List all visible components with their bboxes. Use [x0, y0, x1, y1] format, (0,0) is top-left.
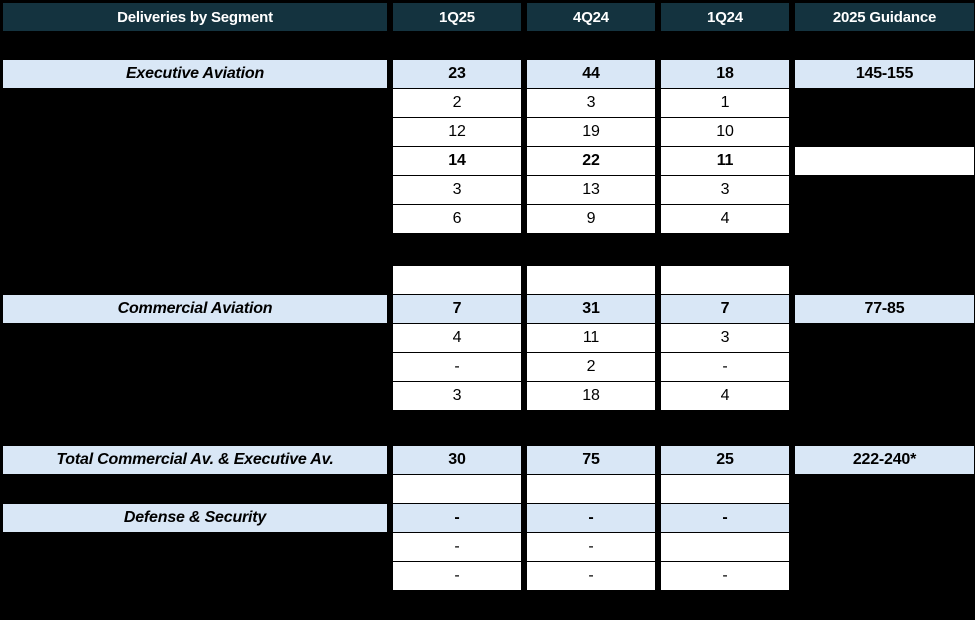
value-4q24: -	[527, 562, 655, 590]
value-1q25: -	[393, 562, 521, 590]
header-col-1q25: 1Q25	[393, 3, 521, 31]
value-1q25: 3	[393, 176, 521, 204]
value-1q24: -	[661, 353, 789, 381]
value-4q24: 9	[527, 205, 655, 233]
detail-row: 3 13 3	[3, 176, 975, 204]
segment-row-commercial-aviation: Commercial Aviation 7 31 7 77-85	[3, 295, 975, 323]
value-1q25: 7	[393, 295, 521, 323]
detail-row: - -	[3, 533, 975, 561]
value-1q25: 2	[393, 89, 521, 117]
empty-value-cell	[661, 533, 789, 561]
value-1q25: 4	[393, 324, 521, 352]
redacted-label-space	[3, 89, 393, 117]
redacted-label-space	[3, 324, 393, 352]
header-segment-label: Deliveries by Segment	[3, 3, 387, 31]
detail-row: - - -	[3, 562, 975, 590]
value-1q24: 1	[661, 89, 789, 117]
value-4q24: 3	[527, 89, 655, 117]
value-4q24: -	[527, 533, 655, 561]
value-4q24: 2	[527, 353, 655, 381]
empty-detail-row	[3, 266, 975, 294]
redacted-label-space	[3, 353, 393, 381]
detail-row-bold: 14 22 11	[3, 147, 975, 175]
value-1q25: 3	[393, 382, 521, 410]
segment-row-executive-aviation: Executive Aviation 23 44 18 145-155	[3, 60, 975, 88]
empty-value-cell	[393, 266, 521, 294]
value-4q24: 44	[527, 60, 655, 88]
value-4q24: 19	[527, 118, 655, 146]
value-1q25: 30	[393, 446, 521, 474]
redacted-label-space	[3, 118, 393, 146]
segment-label: Defense & Security	[3, 504, 387, 532]
value-1q25: 12	[393, 118, 521, 146]
value-1q25: 23	[393, 60, 521, 88]
detail-row: 12 19 10	[3, 118, 975, 146]
value-1q24: 11	[661, 147, 789, 175]
empty-value-cell	[527, 475, 655, 503]
value-4q24: -	[527, 504, 655, 532]
empty-value-cell	[393, 475, 521, 503]
value-1q24: 3	[661, 176, 789, 204]
empty-value-cell	[661, 475, 789, 503]
header-col-1q24: 1Q24	[661, 3, 789, 31]
guidance-value: 222-240*	[795, 446, 974, 474]
redacted-label-space	[3, 382, 393, 410]
value-4q24: 75	[527, 446, 655, 474]
value-1q24: -	[661, 504, 789, 532]
redacted-label-space	[3, 147, 393, 175]
value-1q24: -	[661, 562, 789, 590]
detail-row: 3 18 4	[3, 382, 975, 410]
header-col-2025-guidance: 2025 Guidance	[795, 3, 974, 31]
redacted-label-space	[3, 176, 393, 204]
value-1q24: 4	[661, 205, 789, 233]
segment-label: Total Commercial Av. & Executive Av.	[3, 446, 387, 474]
detail-row: - 2 -	[3, 353, 975, 381]
empty-guidance-cell	[795, 147, 974, 175]
value-4q24: 18	[527, 382, 655, 410]
segment-label: Commercial Aviation	[3, 295, 387, 323]
value-4q24: 31	[527, 295, 655, 323]
value-4q24: 13	[527, 176, 655, 204]
value-1q24: 25	[661, 446, 789, 474]
detail-row: 4 11 3	[3, 324, 975, 352]
detail-row: 6 9 4	[3, 205, 975, 233]
value-1q25: 6	[393, 205, 521, 233]
detail-row: 2 3 1	[3, 89, 975, 117]
value-1q24: 4	[661, 382, 789, 410]
empty-detail-row	[3, 475, 975, 503]
guidance-value: 77-85	[795, 295, 974, 323]
empty-value-cell	[527, 266, 655, 294]
value-1q24: 3	[661, 324, 789, 352]
value-1q24: 7	[661, 295, 789, 323]
redacted-label-space	[3, 562, 393, 590]
guidance-value: 145-155	[795, 60, 974, 88]
segment-label: Executive Aviation	[3, 60, 387, 88]
value-1q25: -	[393, 353, 521, 381]
value-1q24: 10	[661, 118, 789, 146]
value-4q24: 11	[527, 324, 655, 352]
redacted-label-space	[3, 475, 393, 503]
table-header-row: Deliveries by Segment 1Q25 4Q24 1Q24 202…	[3, 3, 975, 31]
value-1q25: 14	[393, 147, 521, 175]
header-col-4q24: 4Q24	[527, 3, 655, 31]
redacted-label-space	[3, 533, 393, 561]
value-1q25: -	[393, 533, 521, 561]
segment-row-total: Total Commercial Av. & Executive Av. 30 …	[3, 446, 975, 474]
redacted-label-space	[3, 266, 393, 294]
value-1q25: -	[393, 504, 521, 532]
segment-row-defense-security: Defense & Security - - -	[3, 504, 975, 532]
value-1q24: 18	[661, 60, 789, 88]
empty-value-cell	[661, 266, 789, 294]
value-4q24: 22	[527, 147, 655, 175]
redacted-label-space	[3, 205, 393, 233]
deliveries-by-segment-table: Deliveries by Segment 1Q25 4Q24 1Q24 202…	[0, 3, 975, 620]
